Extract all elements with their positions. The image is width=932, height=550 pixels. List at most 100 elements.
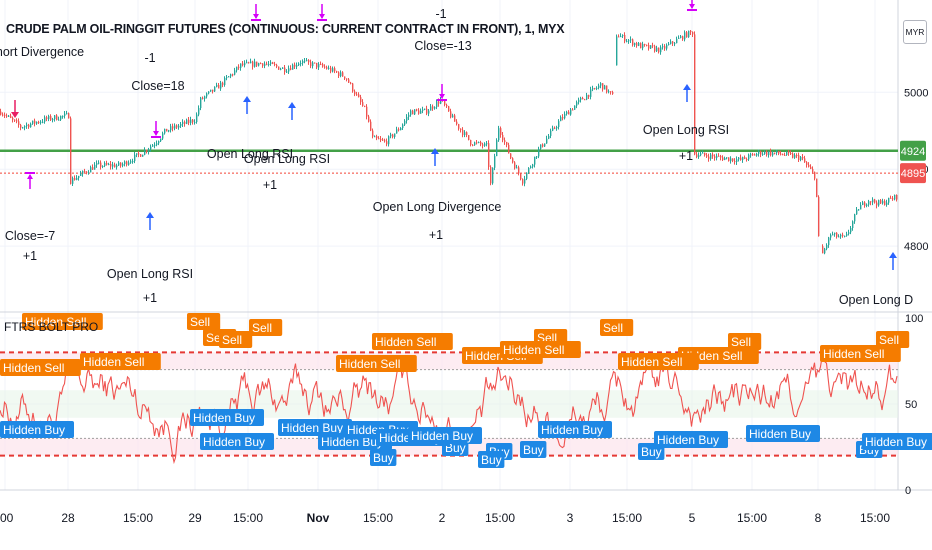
candle-body — [548, 135, 550, 139]
candle-body — [270, 62, 272, 64]
candle-body — [534, 156, 536, 165]
candle-body — [416, 109, 418, 111]
candle-body — [170, 126, 172, 131]
candle-body — [650, 45, 652, 49]
candle-body — [852, 221, 854, 229]
candle-body — [516, 167, 518, 169]
candle-body — [180, 123, 182, 126]
x-tick-label: 2 — [439, 511, 446, 525]
candle-body — [712, 154, 714, 157]
buy-label-box — [654, 431, 728, 448]
candle-body — [294, 64, 296, 67]
candle-body — [258, 63, 260, 66]
candle-body — [462, 129, 464, 136]
candle-body — [644, 43, 646, 45]
candle-body — [478, 141, 480, 143]
candle-body — [726, 157, 728, 159]
long-arrow-head — [243, 96, 251, 102]
annotation-text: +1 — [143, 291, 157, 305]
candle-body — [696, 154, 698, 157]
candle-body — [254, 61, 256, 67]
candle-body — [692, 32, 694, 35]
sell-label-box — [187, 313, 221, 330]
candle-body — [214, 86, 216, 92]
candle-body — [296, 65, 298, 67]
candle-body — [436, 101, 438, 108]
candle-body — [702, 152, 704, 154]
candle-body — [94, 164, 96, 170]
currency-badge[interactable]: MYR — [903, 20, 927, 44]
candle-body — [842, 234, 844, 236]
candle-body — [234, 70, 236, 75]
candle-body — [334, 68, 336, 72]
candle-body — [862, 202, 864, 205]
candle-body — [472, 144, 474, 146]
time-axis[interactable]: :00 28 15:00 29 15:00 Nov 15:00 2 15:00 3 15:00 5 15… — [0, 511, 890, 525]
candle-body — [878, 200, 880, 206]
oscillator-line — [0, 352, 898, 465]
buy-label: Buy — [445, 441, 466, 455]
candle-body — [742, 157, 744, 160]
candle-body — [760, 151, 762, 155]
candle-body — [624, 34, 626, 42]
candle-body — [664, 46, 666, 49]
candle-body — [740, 157, 742, 160]
candle-body — [48, 116, 50, 119]
candle-body — [602, 83, 604, 90]
candle-body — [890, 197, 892, 199]
candle-body — [814, 171, 816, 179]
candle-body — [752, 154, 754, 156]
candle-body — [654, 46, 656, 52]
candle-body — [446, 104, 448, 107]
candle-body — [750, 154, 752, 156]
candle-body — [824, 248, 826, 254]
candle-body — [540, 144, 542, 149]
candle-body — [252, 61, 254, 67]
candle-body — [0, 111, 2, 115]
price-tag-green-label: 4924 — [901, 146, 925, 158]
price-axis[interactable]: 50004900480010050049244895 — [900, 87, 928, 497]
candle-body — [782, 154, 784, 156]
candle-body — [476, 142, 478, 144]
candle-body — [200, 97, 202, 109]
candle-body — [724, 157, 726, 161]
candle-body — [438, 101, 440, 104]
candle-body — [758, 151, 760, 154]
candle-body — [374, 136, 376, 138]
long-arrow-head — [889, 252, 897, 258]
sell-label: Hidden Sell — [823, 347, 884, 361]
candle-body — [508, 144, 510, 154]
candle-body — [700, 153, 702, 156]
candle-body — [226, 77, 228, 79]
candle-body — [524, 178, 526, 184]
candle-body — [118, 162, 120, 166]
candle-body — [568, 111, 570, 115]
candle-body — [832, 234, 834, 236]
candle-body — [774, 152, 776, 154]
annotation-text: +1 — [23, 249, 37, 263]
candle-body — [172, 126, 174, 129]
candle-body — [30, 123, 32, 128]
candle-body — [186, 119, 188, 124]
candle-body — [224, 77, 226, 85]
candle-body — [464, 132, 466, 136]
candle-body — [98, 162, 100, 164]
candle-body — [688, 30, 690, 38]
candle-body — [502, 134, 504, 141]
candle-body — [408, 114, 410, 117]
candle-body — [660, 47, 662, 53]
candle-body — [376, 136, 378, 139]
candle-body — [834, 232, 836, 235]
candle-body — [646, 44, 648, 46]
buy-label-box — [0, 421, 74, 438]
candle-body — [578, 99, 580, 103]
candle-body — [510, 153, 512, 159]
candle-body — [14, 119, 16, 121]
candle-body — [684, 32, 686, 40]
candle-body — [110, 163, 112, 167]
candle-body — [82, 170, 84, 174]
candle-body — [50, 116, 52, 120]
candle-body — [518, 167, 520, 174]
candle-body — [256, 61, 258, 66]
